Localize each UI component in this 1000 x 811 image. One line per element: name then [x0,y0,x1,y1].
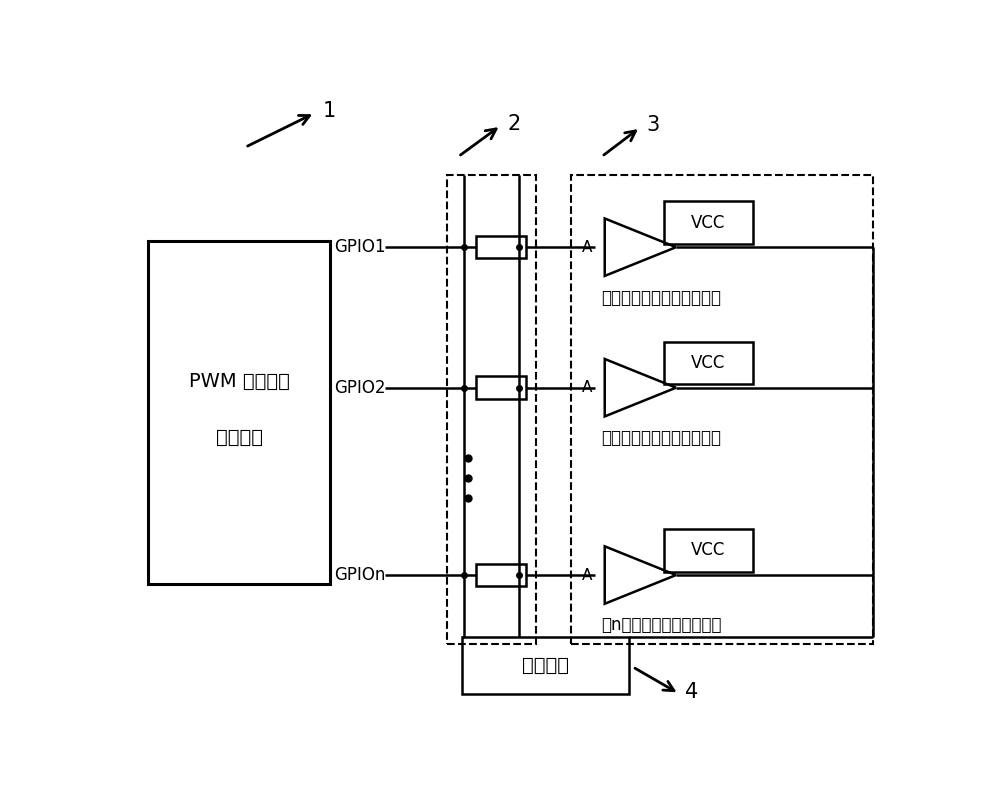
Bar [447,175,536,644]
Text: VCC: VCC [691,213,725,231]
Bar [476,564,526,586]
Text: VCC: VCC [691,542,725,560]
Text: 第二超声波换能器驱动电路: 第二超声波换能器驱动电路 [602,429,722,447]
Bar [664,529,753,572]
Bar [462,637,629,693]
Text: A: A [582,380,592,395]
Text: 第n超声波换能器驱动电路: 第n超声波换能器驱动电路 [602,616,722,634]
Bar [476,236,526,259]
Bar [476,376,526,399]
Text: 第一超声波换能器驱动电路: 第一超声波换能器驱动电路 [602,289,722,307]
Bar [664,341,753,384]
Text: PWM 驱动信号: PWM 驱动信号 [189,372,290,391]
Text: GPIO1: GPIO1 [334,238,386,256]
Text: 4: 4 [685,682,698,702]
Text: A: A [582,568,592,582]
Text: 3: 3 [647,115,660,135]
Bar [664,201,753,244]
Text: GPIOn: GPIOn [334,566,386,584]
Text: 电源电路: 电源电路 [522,656,569,675]
Text: 发生电路: 发生电路 [216,428,263,447]
Text: 1: 1 [323,101,336,121]
Text: A: A [582,240,592,255]
Bar [571,175,873,644]
Text: 2: 2 [507,114,520,134]
Text: GPIO2: GPIO2 [334,379,386,397]
Text: VCC: VCC [691,354,725,372]
Bar [148,241,330,585]
